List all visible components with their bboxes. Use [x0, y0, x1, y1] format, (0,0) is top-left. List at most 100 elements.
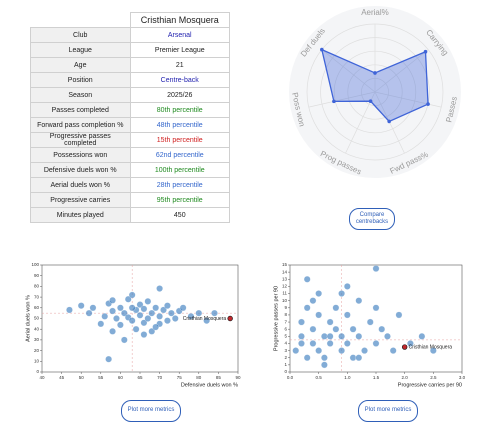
- point: [109, 327, 116, 335]
- point: [66, 306, 73, 314]
- point: [303, 275, 311, 283]
- x-tick-label: 65: [137, 375, 143, 380]
- point: [384, 332, 391, 340]
- point: [132, 325, 140, 333]
- y-tick-label: 60: [34, 305, 40, 310]
- point: [326, 332, 334, 340]
- x-tick-label: 90: [235, 375, 241, 380]
- y-tick-label: 9: [284, 305, 287, 310]
- table-row: Forward pass completion % 48th percentile: [30, 117, 230, 133]
- radar-point: [423, 49, 428, 54]
- row-label: Position: [30, 72, 131, 88]
- y-tick-label: 3: [284, 348, 287, 353]
- row-value: 450: [129, 207, 230, 223]
- point: [303, 304, 311, 312]
- point: [85, 309, 93, 317]
- point: [203, 317, 210, 324]
- radar-point: [426, 102, 430, 106]
- point: [355, 297, 363, 305]
- x-tick-label: 80: [196, 375, 202, 380]
- radar-point: [368, 99, 373, 103]
- point: [332, 304, 340, 312]
- y-tick-label: 10: [282, 298, 288, 303]
- point: [77, 302, 85, 310]
- table-row: Minutes played 450: [30, 207, 230, 223]
- point: [124, 295, 132, 303]
- plot-more-button[interactable]: Plot more metrics: [358, 400, 418, 422]
- point: [195, 309, 203, 317]
- player-table: Cristhian Mosquera Club Arsenal League Prem…: [30, 12, 230, 223]
- point: [136, 301, 144, 308]
- point: [407, 340, 414, 347]
- point: [101, 313, 109, 320]
- y-tick-label: 10: [34, 358, 40, 363]
- point: [309, 340, 317, 347]
- point: [372, 304, 380, 312]
- y-tick-label: 11: [282, 291, 287, 296]
- point: [395, 311, 403, 319]
- point: [105, 355, 112, 363]
- y-tick-label: 4: [284, 341, 287, 346]
- point: [338, 332, 345, 340]
- point: [128, 317, 136, 324]
- x-tick-label: 70: [157, 375, 163, 380]
- point: [343, 283, 351, 290]
- y-tick-label: 1: [284, 362, 287, 367]
- point: [372, 265, 380, 272]
- compare-button[interactable]: Compare centrebacks: [349, 208, 395, 230]
- y-tick-label: 100: [31, 262, 39, 267]
- radar-point: [373, 71, 377, 75]
- point: [429, 347, 437, 354]
- table-row: Passes completed 80th percentile: [30, 102, 230, 118]
- point: [338, 290, 345, 297]
- radar-point: [332, 99, 336, 104]
- point: [156, 313, 163, 320]
- highlight-label: Cristhian Mosquera: [409, 344, 453, 350]
- y-tick-label: 50: [34, 316, 40, 321]
- point: [355, 332, 363, 340]
- point: [355, 354, 363, 362]
- x-tick-label: 85: [216, 375, 222, 380]
- x-tick-label: 60: [118, 375, 124, 380]
- table-row: Club Arsenal: [30, 27, 230, 43]
- point: [298, 332, 305, 340]
- x-tick-label: 0.0: [287, 375, 294, 380]
- point: [326, 340, 334, 347]
- point: [140, 331, 148, 338]
- plot-frame: [289, 264, 463, 373]
- point: [117, 304, 124, 312]
- highlight-point: [401, 344, 408, 350]
- point: [109, 296, 116, 304]
- y-tick-label: 70: [34, 294, 40, 299]
- point: [211, 309, 218, 317]
- y-tick-label: 7: [284, 319, 287, 324]
- point: [321, 332, 328, 340]
- point: [332, 325, 340, 333]
- row-label: Minutes played: [30, 207, 131, 223]
- point: [179, 304, 187, 312]
- x-tick-label: 2.0: [402, 375, 409, 380]
- point: [315, 347, 323, 354]
- point: [389, 347, 397, 354]
- table-row: Position Centre-back: [30, 72, 230, 88]
- row-label: Aerial duels won %: [30, 177, 131, 193]
- y-tick-label: 14: [282, 269, 288, 274]
- y-tick-label: 6: [284, 326, 287, 331]
- plot-more-button[interactable]: Plot more metrics: [121, 400, 181, 422]
- point: [136, 311, 144, 319]
- y-tick-label: 30: [34, 337, 40, 342]
- point: [378, 325, 386, 333]
- point: [418, 332, 426, 340]
- y-tick-label: 90: [34, 273, 40, 278]
- x-tick-label: 1.5: [373, 375, 380, 380]
- x-tick-label: 45: [59, 375, 65, 380]
- point: [160, 306, 167, 314]
- row-label: Defensive duels won %: [30, 162, 131, 178]
- point: [120, 336, 128, 344]
- point: [97, 320, 105, 328]
- radar-spoke: [321, 49, 376, 93]
- point: [156, 285, 163, 292]
- y-tick-label: 80: [34, 284, 40, 289]
